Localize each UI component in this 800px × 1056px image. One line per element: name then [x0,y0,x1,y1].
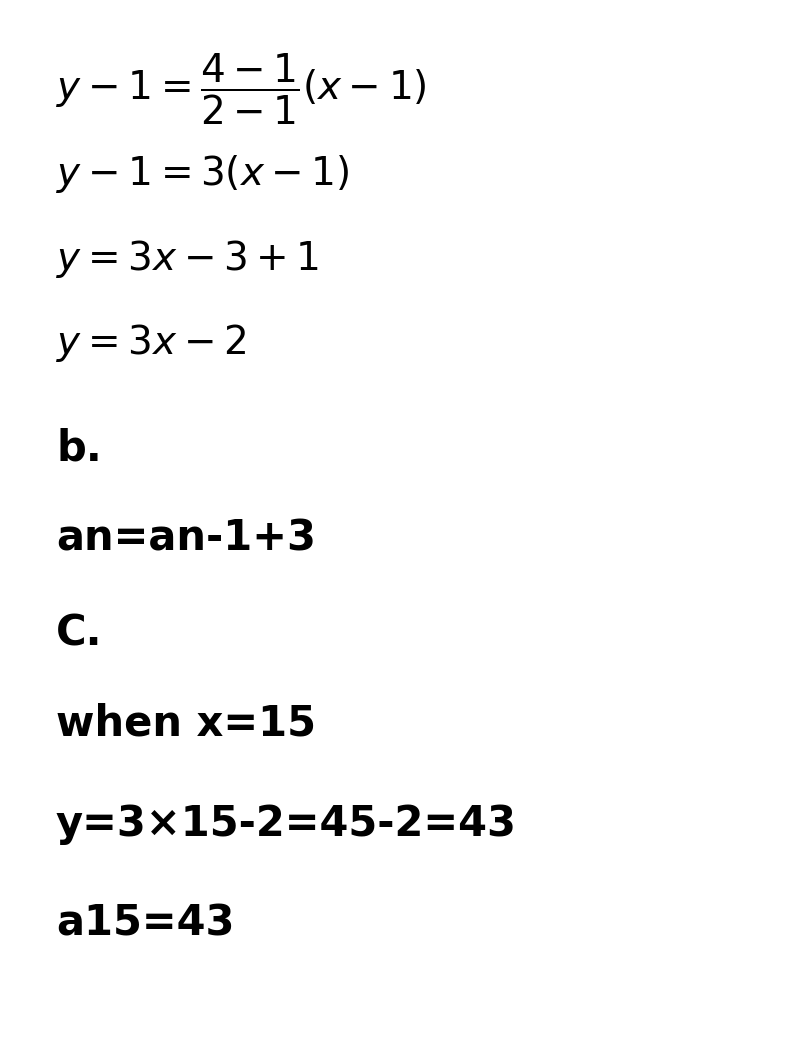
Text: a15=43: a15=43 [56,903,234,945]
Text: $y = 3x - 3 + 1$: $y = 3x - 3 + 1$ [56,238,319,280]
Text: $y = 3x - 2$: $y = 3x - 2$ [56,322,246,364]
Text: $y - 1 = 3(x - 1)$: $y - 1 = 3(x - 1)$ [56,153,350,195]
Text: $y - 1 = \dfrac{4 - 1}{2 - 1}(x - 1)$: $y - 1 = \dfrac{4 - 1}{2 - 1}(x - 1)$ [56,52,426,128]
Text: b.: b. [56,428,102,470]
Text: an=an-1+3: an=an-1+3 [56,517,316,560]
Text: when x=15: when x=15 [56,702,316,744]
Text: y=3×15-2=45-2=43: y=3×15-2=45-2=43 [56,803,517,845]
Text: C.: C. [56,612,102,655]
